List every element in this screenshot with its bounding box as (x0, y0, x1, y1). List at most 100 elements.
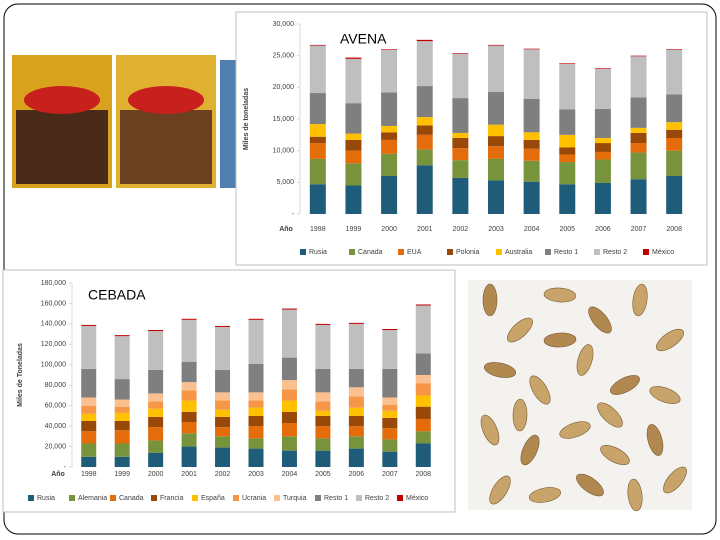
y-axis-label: Miles de toneladas (243, 88, 250, 150)
bar-segment (345, 57, 362, 59)
bar-segment (416, 86, 433, 118)
bar-segment (215, 325, 231, 327)
bar-segment (81, 324, 97, 326)
bar-segment (215, 409, 231, 417)
bar-segment (488, 124, 504, 137)
x-tick-label: 2007 (631, 226, 647, 233)
bar-segment (315, 426, 331, 439)
bar-segment (594, 151, 611, 160)
grain (528, 487, 562, 503)
bar-segment (559, 134, 576, 148)
bar-segment (348, 323, 364, 369)
grain (588, 306, 612, 334)
bar-segment (348, 368, 364, 388)
bar-segment (630, 152, 647, 180)
bar-segment (452, 138, 469, 149)
legend-label: Rusia (37, 495, 55, 502)
bar-segment (248, 319, 264, 364)
bar-segment (215, 392, 231, 401)
bar-segment (309, 184, 326, 214)
bar-segment (381, 49, 398, 50)
bar-segment (114, 336, 130, 380)
bar-segment (666, 94, 683, 123)
bar-segment (559, 147, 576, 155)
legend-label: México (406, 495, 428, 502)
bar-segment (348, 436, 364, 449)
bar-segment (559, 109, 576, 135)
x-tick-label: 2003 (488, 226, 504, 233)
grain (610, 375, 640, 395)
bar-segment (81, 431, 97, 444)
x-tick-label: 2004 (524, 226, 540, 233)
bar-segment (381, 176, 398, 214)
grain (559, 421, 591, 439)
bar-segment (416, 41, 433, 87)
bar-segment (309, 124, 326, 137)
grain (600, 444, 630, 466)
bar-segment (148, 393, 164, 402)
bar-segment (345, 139, 362, 151)
y-tick-label: 100,000 (41, 362, 66, 369)
legend-label: Francia (160, 495, 183, 502)
bar-segment (148, 330, 164, 332)
bar-segment (309, 93, 326, 125)
bar-segment (452, 132, 469, 138)
x-axis-label: Año (279, 226, 293, 233)
x-tick-label: 2000 (148, 471, 164, 478)
bar-segment (248, 426, 264, 439)
x-tick-label: 2002 (215, 471, 231, 478)
y-tick-label: - (292, 211, 295, 218)
y-tick-label: 140,000 (41, 321, 66, 328)
bar-segment (559, 162, 576, 185)
x-tick-label: 1999 (114, 471, 130, 478)
y-tick-label: 20,000 (273, 84, 295, 91)
bar-segment (345, 103, 362, 134)
bar-segment (315, 410, 331, 416)
legend-label: Turquia (283, 495, 307, 502)
bar-segment (666, 138, 683, 151)
bar-segment (345, 185, 362, 214)
y-tick-label: 10,000 (273, 148, 295, 155)
bar-segment (416, 125, 433, 135)
grain (649, 386, 681, 404)
bar-segment (348, 448, 364, 467)
legend-swatch (398, 249, 404, 255)
grain (489, 475, 511, 505)
bar-segment (348, 415, 364, 427)
bar-segment (181, 390, 197, 401)
y-tick-label: 15,000 (273, 116, 295, 123)
bar-segment (523, 181, 540, 214)
bar-segment (415, 353, 431, 375)
bar-segment (315, 368, 331, 393)
bar-segment (114, 335, 130, 337)
bar-segment (181, 318, 197, 320)
bar-segment (281, 411, 297, 424)
legend-label: Alemania (78, 495, 107, 502)
bar-segment (114, 379, 130, 400)
bar-segment (415, 443, 431, 467)
bar-segment (381, 125, 398, 133)
bar-segment (181, 446, 197, 467)
bar-segment (81, 397, 97, 406)
bar-segment (281, 308, 297, 310)
bar-segment (415, 383, 431, 396)
bar-segment (452, 148, 469, 161)
bar-segment (488, 44, 504, 46)
bar-segment (415, 375, 431, 384)
y-tick-label: 60,000 (45, 403, 67, 410)
grain (576, 344, 594, 376)
legend-swatch (233, 495, 239, 501)
grain (507, 317, 533, 343)
bar-segment (81, 421, 97, 432)
bar-segment (345, 163, 362, 186)
bar-segment (81, 456, 97, 467)
bar-segment (215, 416, 231, 428)
bar-segment (148, 416, 164, 428)
bar-segment (309, 44, 326, 46)
bar-segment (452, 177, 469, 214)
y-tick-label: 20,000 (45, 443, 67, 450)
bar-segment (416, 39, 433, 42)
grain (529, 375, 551, 405)
legend-swatch (594, 249, 600, 255)
